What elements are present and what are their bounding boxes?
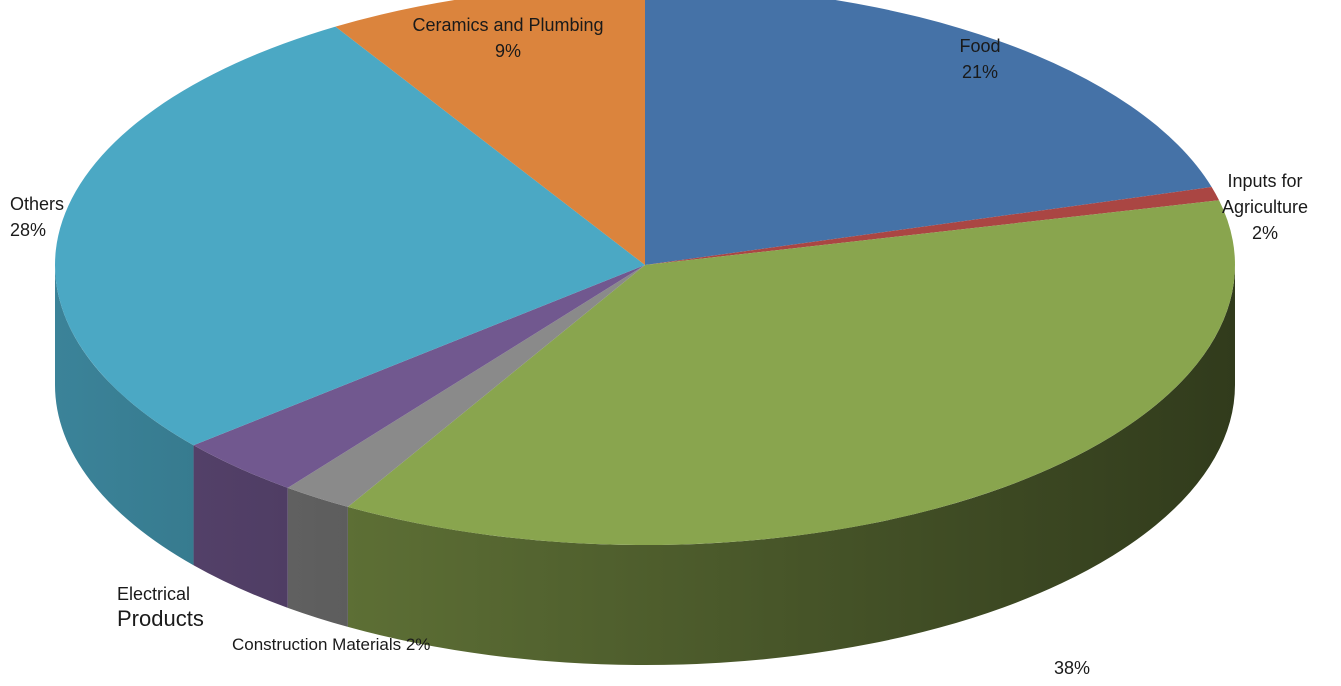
pie-slice [193,265,646,488]
slice-label: Inputs for Agriculture 2% [1222,171,1308,243]
slice-label: Ceramics and Plumbing 9% [412,15,603,61]
slice-label: Construction Materials 2% [232,635,430,654]
pie-slice [55,26,645,446]
pie-slice [335,0,645,265]
pie-sides [54,265,1235,665]
pie-slice-side [287,487,348,627]
pie-tops [55,0,1235,545]
pie-slice [645,187,1220,265]
pie-labels: Food 21% Inputs for Agriculture 2% 38% Constru… [10,15,1308,678]
pie-slice-side [54,265,194,566]
pie-slice [347,200,1235,545]
pie-slice [287,265,645,507]
pie-slice [645,0,1212,265]
slice-label: 38% [1054,658,1090,678]
slice-label: Food 21% [959,36,1000,82]
pie-slice-side [193,445,288,608]
pie-slice-side [347,265,1235,665]
slice-label: Electrical Products [117,584,204,631]
slice-label: Others 28% [10,194,64,240]
